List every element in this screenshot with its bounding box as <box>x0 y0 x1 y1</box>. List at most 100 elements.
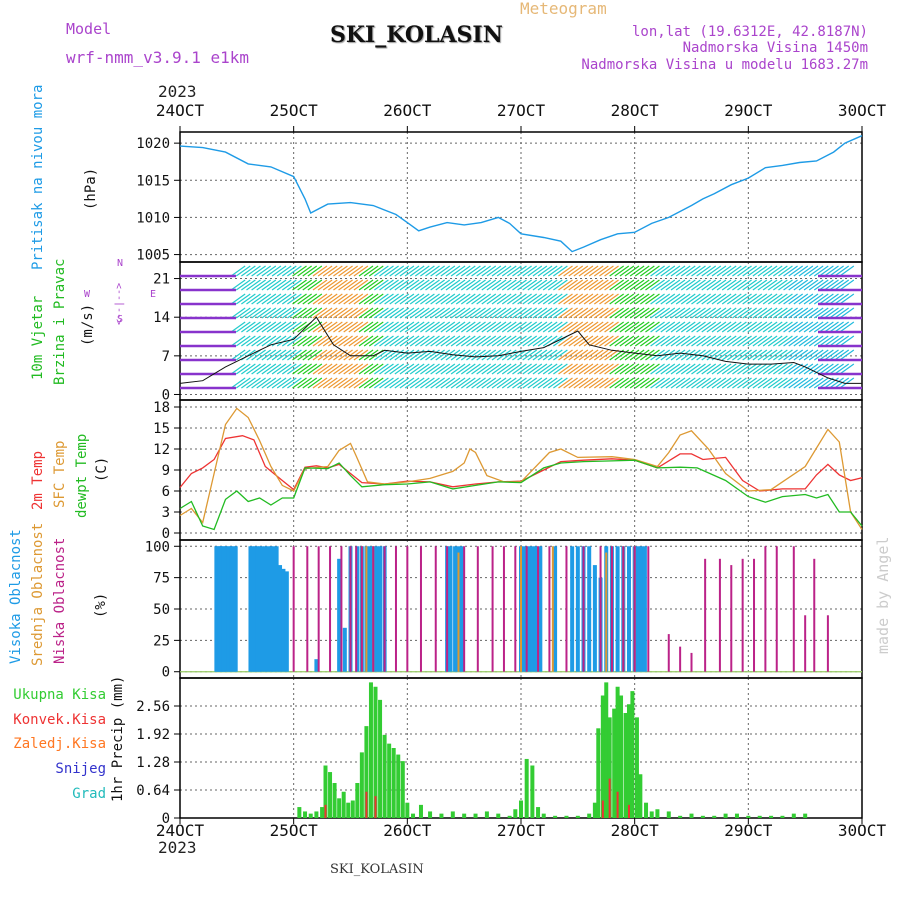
wind-barb <box>742 307 757 319</box>
wind-barb <box>563 279 578 291</box>
wind-barb <box>599 307 614 319</box>
precip-bar <box>601 800 604 818</box>
wind-barb <box>563 377 578 389</box>
wind-barb <box>374 363 389 375</box>
y-tick-label: 0 <box>162 526 170 542</box>
cloud-bar <box>520 546 522 672</box>
wind-barb <box>312 321 328 333</box>
cloud-bar <box>548 546 551 672</box>
wind-barb <box>675 335 691 347</box>
wind-barb <box>522 349 538 361</box>
precip-snow-label: Snijeg <box>55 761 106 777</box>
wind-barb <box>235 335 251 347</box>
wind-barb <box>281 377 297 389</box>
wind-barb <box>486 321 502 333</box>
wind-barb <box>455 335 471 347</box>
wind-barb <box>665 377 681 389</box>
wind-barb <box>281 279 297 291</box>
wind-barb <box>547 349 563 361</box>
wind-barb <box>445 293 461 305</box>
wind-barb <box>414 293 430 305</box>
wind-barb <box>455 293 471 305</box>
wind-barb <box>609 293 625 305</box>
wind-barb <box>276 321 292 333</box>
wind-barb <box>384 321 399 333</box>
cloud-bar <box>337 558 342 672</box>
wind-barb <box>593 265 609 277</box>
wind-barb <box>517 321 532 333</box>
wind-barb <box>276 363 292 375</box>
wind-barb <box>665 335 681 347</box>
wind-barb <box>312 279 328 291</box>
wind-barb <box>420 335 435 347</box>
wind-barb <box>445 335 461 347</box>
wind-barb <box>808 349 824 361</box>
wind-barb <box>752 321 768 333</box>
x-tick-label-bottom: 28OCT <box>611 821 660 840</box>
wind-barb <box>772 377 788 389</box>
wind-barb <box>287 321 302 333</box>
wind-barb <box>374 335 389 347</box>
year-bottom: 2023 <box>158 838 197 857</box>
wind-barb <box>261 293 277 305</box>
wind-barb <box>507 265 522 277</box>
wind-barb <box>517 377 532 389</box>
wind-barb <box>327 293 343 305</box>
wind-barb <box>246 265 261 277</box>
wind-barb <box>813 377 829 389</box>
wind-barb <box>522 377 538 389</box>
precip-bar <box>689 813 694 818</box>
precip-total-label: Ukupna Kisa <box>13 687 106 703</box>
wind-barb <box>686 335 701 347</box>
wind-barb <box>256 265 272 277</box>
station-title: SKI_KOLASIN <box>330 22 503 48</box>
wind-barb <box>726 363 742 375</box>
meteogram-label: Meteogram <box>520 0 607 18</box>
wind-barb <box>619 307 635 319</box>
wind-barb <box>798 335 814 347</box>
wind-barb <box>696 279 711 291</box>
wind-barb <box>491 293 507 305</box>
wind-barb <box>312 349 328 361</box>
wind-barb <box>813 293 829 305</box>
wind-barb <box>414 307 430 319</box>
wind-barb <box>650 321 665 333</box>
cloud-bar <box>263 546 268 672</box>
wind-barb <box>476 265 492 277</box>
wind-barb <box>803 279 819 291</box>
wind-barb <box>599 293 614 305</box>
wind-barb <box>783 293 798 305</box>
wind-barb <box>711 279 727 291</box>
wind-barb <box>430 349 445 361</box>
wind-barb <box>374 293 389 305</box>
wind-barb <box>726 279 742 291</box>
wind-barb <box>604 265 619 277</box>
wind-barb <box>737 363 752 375</box>
wind-barb <box>307 293 323 305</box>
precip-bar <box>328 772 333 818</box>
wind-barb <box>471 335 486 347</box>
wind-barb <box>701 335 717 347</box>
wind-barb <box>670 265 686 277</box>
wind-barb <box>788 265 804 277</box>
wind-barb <box>645 363 660 375</box>
wind-barb <box>501 321 517 333</box>
x-tick-label-bottom: 25OCT <box>270 821 319 840</box>
precip-bar <box>378 699 383 818</box>
cloud-bar <box>537 546 540 672</box>
precip-bar <box>320 807 325 818</box>
wind-barb <box>593 293 609 305</box>
wind-barb <box>634 349 650 361</box>
wind-barb <box>706 279 722 291</box>
y-tick-label: 14 <box>153 310 170 326</box>
wind-barb <box>583 265 599 277</box>
wind-barb <box>558 279 573 291</box>
wind-barb <box>435 265 451 277</box>
wind-barb <box>512 307 527 319</box>
wind-barb <box>363 363 379 375</box>
wind-barb <box>542 377 558 389</box>
wind-barb <box>757 279 773 291</box>
wind-barb <box>747 265 763 277</box>
wind-barb <box>440 307 456 319</box>
wind-barb <box>767 363 783 375</box>
